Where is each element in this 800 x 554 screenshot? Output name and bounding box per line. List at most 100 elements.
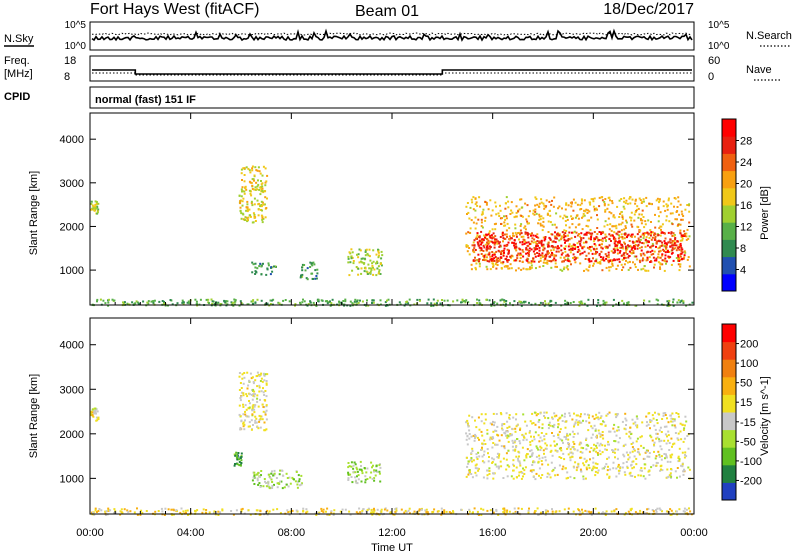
range-gate-cell <box>532 422 535 424</box>
range-gate-cell <box>503 265 506 268</box>
range-gate-cell <box>523 436 526 439</box>
range-gate-cell <box>489 199 492 202</box>
range-gate-cell <box>471 447 474 450</box>
range-gate-cell <box>505 452 508 455</box>
range-gate-cell <box>93 209 96 212</box>
range-gate-cell <box>564 250 567 253</box>
range-gate-cell <box>489 240 492 243</box>
range-gate-cell <box>137 302 140 305</box>
range-gate-cell <box>464 300 467 303</box>
range-gate-cell <box>613 236 616 239</box>
range-gate-cell <box>512 459 515 462</box>
range-gate-cell <box>540 240 543 243</box>
range-gate-cell <box>279 469 281 472</box>
range-gate-cell <box>579 456 582 459</box>
range-gate-cell <box>263 399 266 401</box>
range-gate-cell <box>265 180 268 183</box>
range-gate-cell <box>618 240 621 243</box>
range-gate-cell <box>600 250 603 253</box>
range-gate-cell <box>676 218 678 221</box>
range-gate-cell <box>528 251 530 254</box>
range-gate-cell <box>387 298 390 301</box>
range-gate-cell <box>527 261 530 264</box>
range-gate-cell <box>472 196 475 199</box>
range-gate-cell <box>375 253 378 256</box>
range-gate-cell <box>681 248 684 251</box>
range-gate-cell <box>566 265 569 268</box>
range-gate-cell <box>610 250 613 253</box>
range-gate-cell <box>264 167 267 170</box>
range-gate-cell <box>253 411 256 414</box>
range-gate-cell <box>242 425 245 428</box>
range-gate-cell <box>611 234 614 237</box>
range-gate-cell <box>512 477 515 480</box>
range-gate-cell <box>688 507 690 510</box>
range-gate-cell <box>651 236 654 239</box>
range-gate-cell <box>240 455 243 458</box>
range-gate-cell <box>538 440 541 443</box>
range-gate-cell <box>580 446 583 449</box>
range-gate-cell <box>240 391 243 394</box>
range-gate-cell <box>596 251 599 254</box>
range-gate-cell <box>618 230 621 233</box>
range-gate-cell <box>678 248 681 251</box>
range-gate-cell <box>163 514 166 516</box>
range-gate-cell <box>315 277 318 280</box>
range-gate-cell <box>294 303 297 306</box>
range-gate-cell <box>538 474 540 477</box>
range-gate-cell <box>669 414 672 417</box>
range-gate-cell <box>524 240 527 243</box>
range-gate-cell <box>250 300 253 303</box>
range-gate-cell <box>577 248 580 251</box>
range-gate-cell <box>305 277 308 280</box>
range-gate-cell <box>588 266 591 268</box>
range-gate-cell <box>653 238 656 241</box>
range-gate-cell <box>681 239 684 242</box>
range-gate-cell <box>681 237 684 240</box>
range-gate-cell <box>595 252 597 255</box>
range-gate-cell <box>249 181 252 184</box>
range-gate-cell <box>629 437 632 440</box>
range-gate-cell <box>644 269 647 272</box>
range-gate-cell <box>678 447 681 450</box>
range-gate-cell <box>355 481 358 484</box>
range-gate-cell <box>461 298 464 301</box>
range-gate-cell <box>543 411 546 414</box>
range-gate-cell <box>363 467 366 469</box>
range-gate-cell <box>406 300 408 303</box>
range-gate-cell <box>537 434 540 437</box>
range-gate-cell <box>261 187 264 190</box>
range-gate-cell <box>273 474 276 477</box>
range-gate-cell <box>602 231 605 234</box>
range-gate-cell <box>291 509 294 512</box>
range-gate-cell <box>586 510 589 513</box>
range-gate-cell <box>107 301 110 304</box>
range-gate-cell <box>659 426 662 429</box>
range-gate-cell <box>534 196 537 199</box>
range-gate-cell <box>468 437 471 440</box>
range-gate-cell <box>538 252 541 255</box>
range-gate-cell <box>530 240 533 243</box>
range-gate-cell <box>631 235 633 238</box>
range-gate-cell <box>384 507 387 510</box>
range-gate-cell <box>569 456 572 459</box>
range-gate-cell <box>370 471 373 474</box>
range-gate-cell <box>518 440 521 443</box>
range-gate-cell <box>576 242 579 245</box>
range-gate-cell <box>603 200 606 203</box>
range-gate-cell <box>508 414 511 416</box>
range-gate-cell <box>566 432 569 435</box>
range-gate-cell <box>389 512 392 514</box>
range-gate-cell <box>258 475 261 478</box>
range-gate-cell <box>251 178 254 181</box>
range-gate-cell <box>470 219 473 222</box>
range-gate-cell <box>504 432 507 435</box>
range-gate-cell <box>208 511 211 514</box>
range-gate-cell <box>171 513 174 516</box>
range-gate-cell <box>509 434 512 437</box>
range-gate-cell <box>369 272 371 274</box>
range-gate-cell <box>253 483 256 485</box>
range-gate-cell <box>653 443 655 446</box>
range-gate-cell <box>596 214 598 217</box>
range-gate-cell <box>506 235 508 238</box>
